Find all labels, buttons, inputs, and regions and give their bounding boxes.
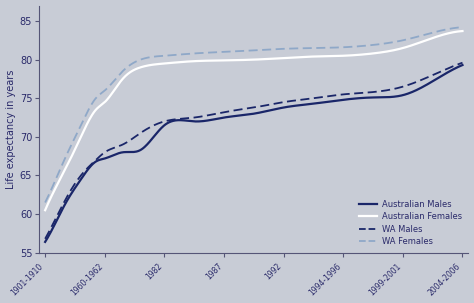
WA Males <box>240 107 246 111</box>
Line: Australian Females: Australian Females <box>45 31 463 210</box>
Australian Females <box>240 58 246 62</box>
WA Males <box>450 65 456 68</box>
WA Females <box>450 26 456 30</box>
Line: WA Females: WA Females <box>45 27 463 202</box>
WA Males <box>460 61 465 65</box>
Y-axis label: Life expectancy in years: Life expectancy in years <box>6 69 16 189</box>
Australian Females <box>268 57 274 61</box>
WA Females <box>243 49 249 53</box>
Line: WA Males: WA Males <box>45 63 463 239</box>
WA Females <box>291 47 296 50</box>
Australian Females <box>42 208 48 212</box>
Australian Males <box>450 68 456 72</box>
WA Females <box>42 201 48 204</box>
Australian Females <box>450 31 456 34</box>
WA Males <box>243 107 249 111</box>
WA Males <box>384 88 390 92</box>
Legend: Australian Males, Australian Females, WA Males, WA Females: Australian Males, Australian Females, WA… <box>356 198 464 248</box>
WA Females <box>460 25 465 29</box>
Australian Males <box>268 108 274 112</box>
Australian Males <box>42 240 48 244</box>
Australian Females <box>460 29 465 33</box>
Australian Males <box>460 63 465 67</box>
WA Males <box>268 102 274 106</box>
Australian Females <box>243 58 249 62</box>
Australian Females <box>291 56 296 59</box>
WA Females <box>268 48 274 51</box>
Australian Females <box>384 50 390 53</box>
WA Females <box>384 41 390 45</box>
WA Females <box>240 49 246 53</box>
Australian Males <box>291 104 296 108</box>
Line: Australian Males: Australian Males <box>45 65 463 242</box>
Australian Males <box>240 113 246 117</box>
WA Males <box>42 237 48 241</box>
WA Males <box>291 99 296 102</box>
Australian Males <box>243 113 249 117</box>
Australian Males <box>384 95 390 99</box>
